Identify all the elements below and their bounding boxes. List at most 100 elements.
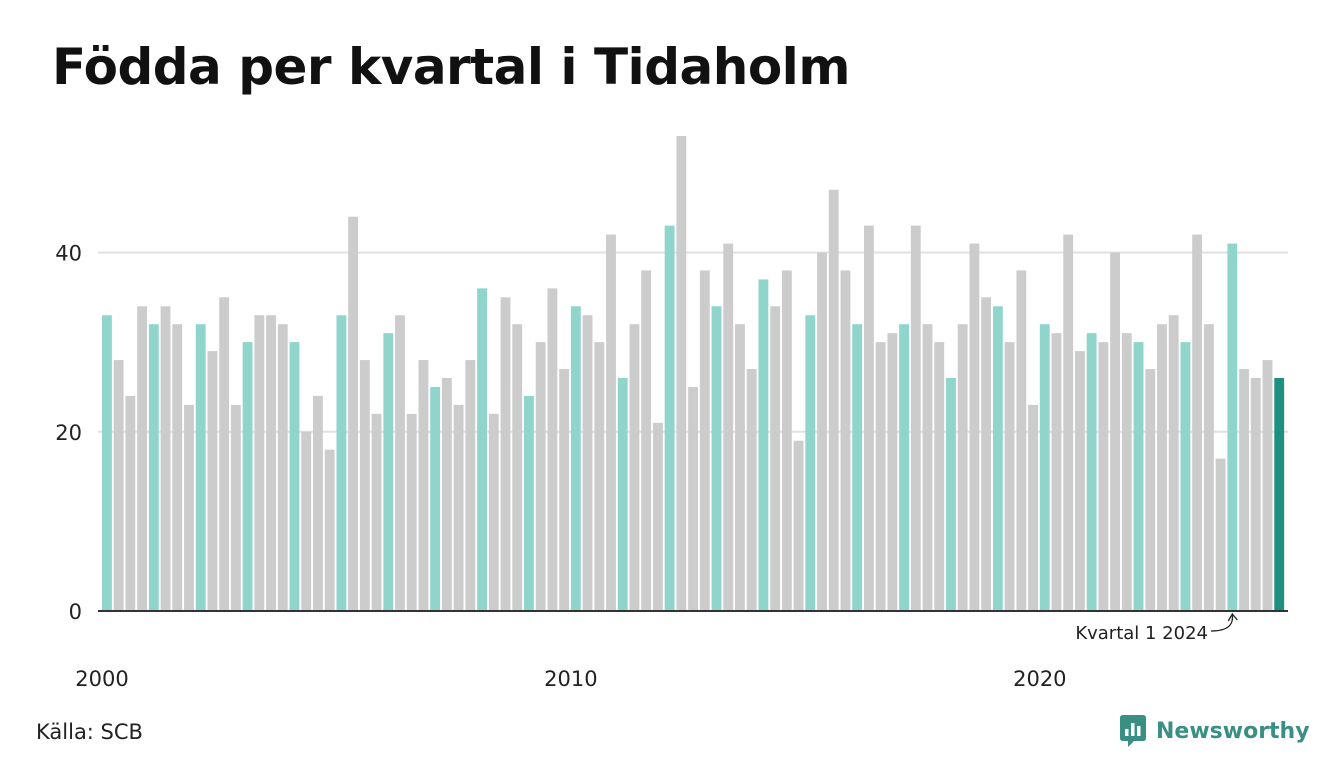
bar xyxy=(805,315,816,611)
bar xyxy=(465,360,476,611)
bar xyxy=(629,324,640,611)
bar xyxy=(512,324,523,611)
bar xyxy=(594,342,605,611)
bar xyxy=(992,306,1003,611)
source-note: Källa: SCB xyxy=(36,720,143,744)
bar xyxy=(207,351,218,611)
bar xyxy=(770,306,781,611)
bar xyxy=(137,306,148,611)
y-tick-label: 40 xyxy=(55,242,82,266)
bar xyxy=(699,270,710,611)
annotation-arrow xyxy=(1210,614,1234,632)
chart-title: Födda per kvartal i Tidaholm xyxy=(52,38,850,96)
brand-logo: Newsworthy xyxy=(1118,714,1310,748)
bar xyxy=(395,315,405,611)
x-tick-label: 2000 xyxy=(75,667,128,691)
axes: 0 20 40 2000 2010 2020 xyxy=(55,242,1288,691)
bar xyxy=(219,297,230,611)
x-tick-label: 2010 xyxy=(544,667,597,691)
bar xyxy=(652,422,663,611)
brand-name: Newsworthy xyxy=(1156,718,1310,744)
bar xyxy=(969,243,980,612)
bar xyxy=(1098,342,1109,611)
bar xyxy=(125,395,136,611)
bar xyxy=(441,377,452,611)
bar xyxy=(910,225,921,611)
bar xyxy=(1239,369,1249,611)
bar xyxy=(1074,351,1085,611)
bar xyxy=(981,297,992,611)
bar xyxy=(324,449,335,611)
bar xyxy=(184,404,194,611)
bar xyxy=(1110,252,1121,611)
y-tick-label: 20 xyxy=(55,421,82,445)
bar xyxy=(348,216,359,611)
bar xyxy=(535,342,546,611)
annotation-arrowhead xyxy=(1227,612,1238,622)
bar xyxy=(1262,360,1273,611)
bar xyxy=(559,369,570,611)
bar xyxy=(1004,342,1015,611)
bar xyxy=(500,297,511,611)
bar xyxy=(617,377,628,611)
bar xyxy=(875,342,886,611)
bar xyxy=(570,306,581,611)
bar xyxy=(1028,404,1038,611)
bar xyxy=(1051,333,1062,611)
bar xyxy=(1203,324,1214,611)
bar xyxy=(242,342,253,611)
bar xyxy=(863,225,874,611)
bar xyxy=(1063,234,1074,611)
x-tick-label: 2020 xyxy=(1013,667,1066,691)
bar xyxy=(371,413,382,611)
annotation-label: Kvartal 1 2024 xyxy=(1075,623,1208,644)
newsworthy-logo-icon xyxy=(1120,715,1146,747)
bar xyxy=(1168,315,1179,611)
bar xyxy=(746,369,757,611)
bar xyxy=(1016,270,1027,611)
bar xyxy=(1192,234,1203,611)
bar xyxy=(277,324,288,611)
bar xyxy=(934,342,945,611)
bar xyxy=(887,333,898,611)
bar xyxy=(606,234,616,611)
bar xyxy=(758,279,769,611)
bar xyxy=(1180,342,1191,611)
bar xyxy=(406,413,417,611)
bar xyxy=(524,395,534,611)
bar xyxy=(899,324,909,611)
bar xyxy=(418,360,429,611)
bar xyxy=(664,225,675,611)
bar xyxy=(1133,342,1144,611)
bar xyxy=(676,136,687,611)
bar xyxy=(957,324,968,611)
bar xyxy=(266,315,276,611)
bar xyxy=(641,270,652,611)
bar xyxy=(383,333,394,611)
bar xyxy=(547,288,558,611)
bar xyxy=(488,413,499,611)
bar xyxy=(922,324,933,611)
bar xyxy=(1157,324,1167,611)
bar xyxy=(1227,243,1238,612)
bar xyxy=(113,360,124,611)
bar xyxy=(254,315,265,611)
bar xyxy=(359,360,370,611)
bar xyxy=(336,315,347,611)
bar xyxy=(453,404,464,611)
bar xyxy=(1215,458,1226,611)
bar xyxy=(289,342,300,611)
bar xyxy=(781,270,792,611)
bar xyxy=(793,440,804,611)
bar xyxy=(195,324,206,611)
bar xyxy=(172,324,183,611)
bar xyxy=(1274,377,1285,611)
bar xyxy=(1086,333,1097,611)
bar xyxy=(148,324,159,611)
bar xyxy=(301,431,312,611)
bar xyxy=(160,306,171,611)
bar xyxy=(852,324,863,611)
bar xyxy=(711,306,722,611)
bar xyxy=(828,189,839,611)
bar xyxy=(430,386,441,611)
